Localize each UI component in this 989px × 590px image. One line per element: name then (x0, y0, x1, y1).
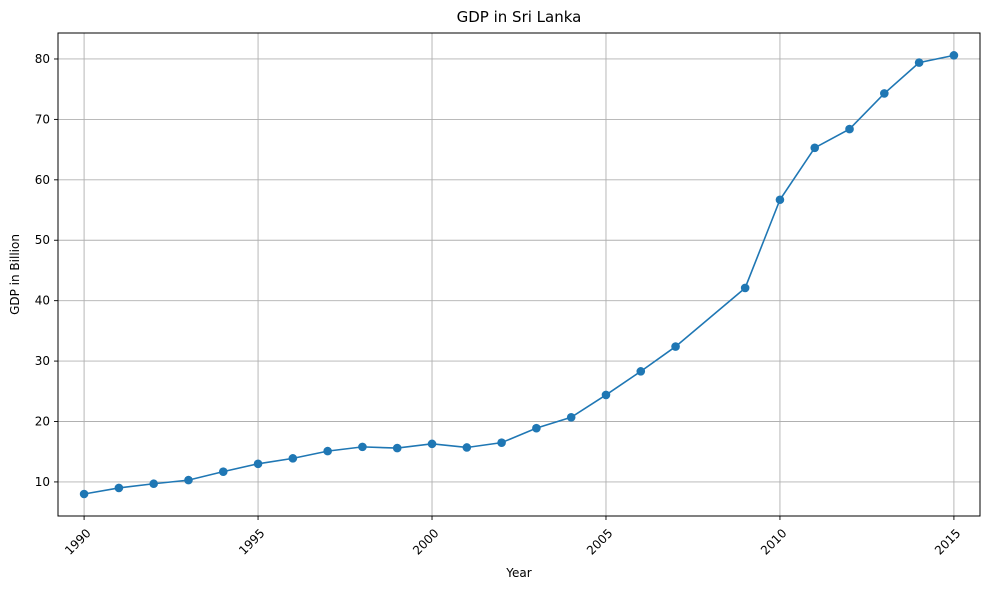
data-point (358, 442, 367, 452)
y-tick-label: 10 (35, 475, 50, 489)
data-point (462, 443, 472, 452)
data-point (601, 390, 611, 400)
data-point (253, 459, 263, 469)
y-tick-label: 30 (35, 354, 50, 368)
x-axis-label: Year (505, 566, 531, 580)
chart-title: GDP in Sri Lanka (457, 8, 582, 26)
data-point (949, 51, 959, 60)
x-tick-label: 1990 (62, 526, 93, 557)
data-point (775, 195, 785, 205)
data-point (810, 143, 820, 153)
data-point (845, 124, 854, 134)
data-point (914, 58, 924, 67)
y-tick-label: 70 (35, 112, 50, 126)
y-tick-label: 60 (35, 173, 50, 187)
data-point (149, 479, 158, 489)
x-tick-label: 2000 (410, 526, 441, 557)
data-point (671, 342, 680, 351)
data-point (636, 367, 646, 376)
data-point (566, 412, 576, 422)
data-point (392, 443, 402, 453)
data-point (497, 438, 506, 447)
data-point (184, 475, 193, 485)
data-points (79, 51, 959, 499)
plot-frame (57, 32, 981, 517)
data-point (880, 89, 889, 98)
x-tick-label: 2010 (758, 526, 789, 557)
x-tick-label: 1995 (236, 526, 267, 557)
data-point (79, 489, 89, 499)
grid (58, 33, 980, 516)
data-point (427, 439, 437, 449)
y-axis-label: GDP in Billion (8, 234, 22, 315)
data-point (323, 446, 332, 456)
data-point (288, 454, 298, 463)
data-point (740, 283, 750, 293)
y-tick-label: 40 (35, 294, 50, 308)
x-tick-label: 2015 (932, 526, 963, 557)
series-line (83, 54, 955, 495)
data-point (218, 467, 228, 476)
y-tick-label: 50 (35, 233, 50, 247)
y-tick-label: 80 (35, 52, 50, 66)
x-tick-label: 2005 (584, 526, 615, 557)
y-tick-label: 20 (35, 415, 50, 429)
data-point (532, 423, 541, 433)
data-point (114, 483, 124, 493)
